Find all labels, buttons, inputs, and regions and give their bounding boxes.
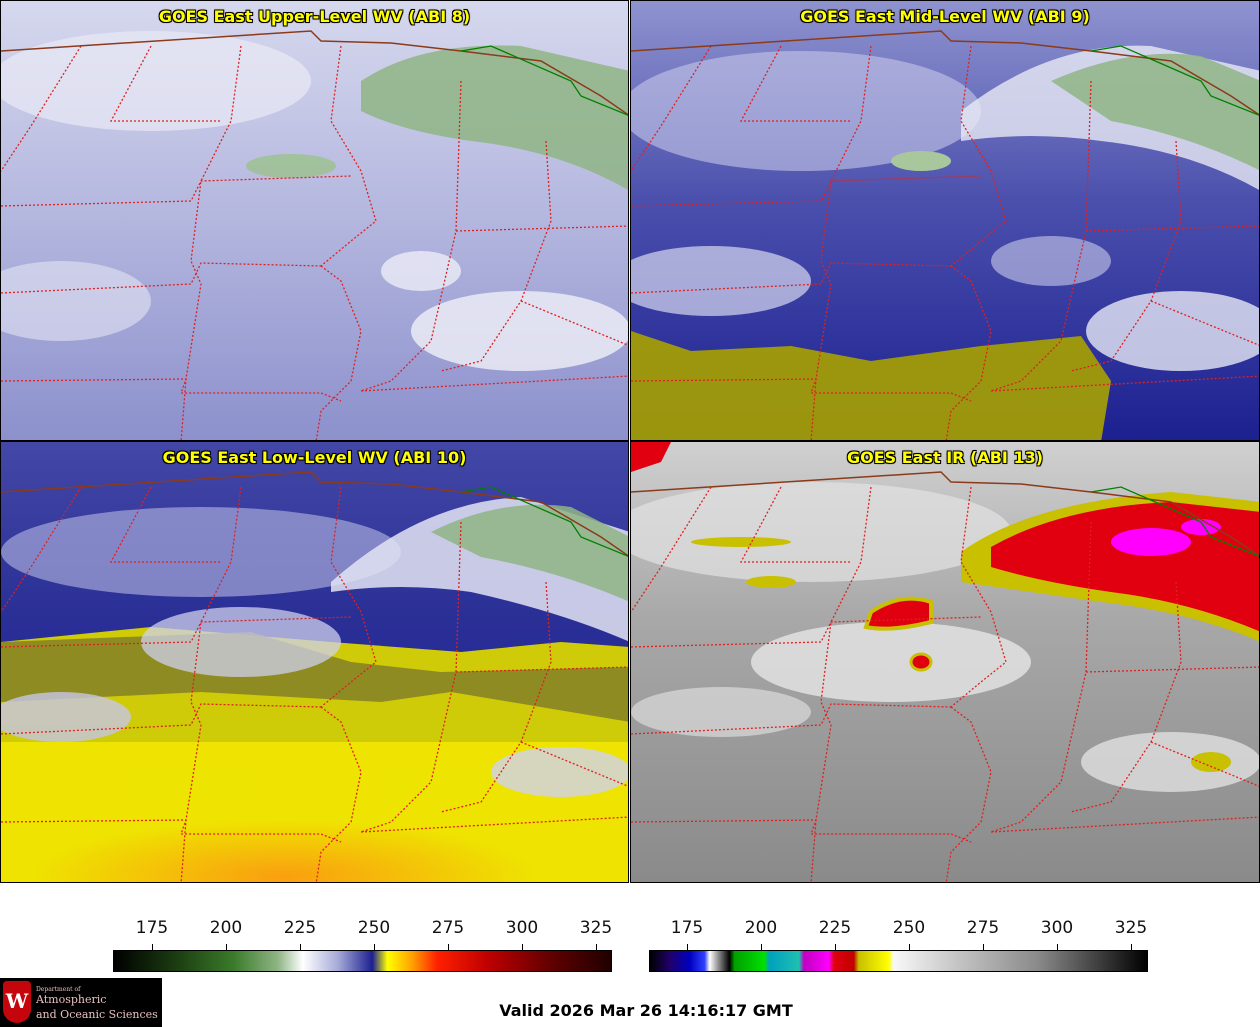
wv-tick-label: 300	[505, 918, 539, 938]
panel-title-upper-wv: GOES East Upper-Level WV (ABI 8)	[158, 7, 471, 26]
panel-title-mid-wv: GOES East Mid-Level WV (ABI 9)	[800, 7, 1090, 26]
ir-colorbar-ramp	[649, 950, 1148, 972]
panel-ir: GOES East IR (ABI 13)	[630, 441, 1260, 883]
logo-line-2: Atmospheric	[36, 993, 107, 1006]
ir-tick-label: 300	[1040, 918, 1074, 938]
dry-region	[361, 45, 628, 190]
ir-tick-label: 200	[744, 918, 778, 938]
ir-image	[631, 442, 1259, 882]
uw-crest-icon: W	[3, 981, 31, 1023]
panel-title-ir: GOES East IR (ABI 13)	[846, 448, 1044, 467]
low-wv-image	[1, 442, 628, 882]
ir-tick-label: 275	[966, 918, 1000, 938]
panel-low-wv: GOES East Low-Level WV (ABI 10)	[0, 441, 629, 883]
wv-tick-label: 200	[209, 918, 243, 938]
panel-title-low-wv: GOES East Low-Level WV (ABI 10)	[162, 448, 467, 467]
wv-colorbar-ramp	[113, 950, 612, 972]
ir-tick-label: 325	[1114, 918, 1148, 938]
valid-time: Valid 2026 Mar 26 14:16:17 GMT	[499, 1001, 793, 1020]
panel-mid-wv: GOES East Mid-Level WV (ABI 9)	[630, 0, 1260, 441]
cold-cloud-tops	[991, 502, 1259, 632]
wv-tick-label: 325	[579, 918, 613, 938]
ir-tick-label: 225	[818, 918, 852, 938]
panel-upper-wv: GOES East Upper-Level WV (ABI 8)	[0, 0, 629, 441]
wv-tick-label: 225	[283, 918, 317, 938]
dry-slot	[631, 331, 1111, 440]
logo-line-1: Department of	[36, 986, 81, 993]
wv-tick-label: 175	[135, 918, 169, 938]
logo-line-3: and Oceanic Sciences	[36, 1008, 158, 1021]
aos-logo: W Department of Atmospheric and Oceanic …	[0, 978, 162, 1027]
wv-tick-label: 275	[431, 918, 465, 938]
ir-tick-label: 175	[670, 918, 704, 938]
wv-tick-label: 250	[357, 918, 391, 938]
upper-wv-image	[1, 1, 628, 440]
mid-wv-image	[631, 1, 1259, 440]
ir-tick-label: 250	[892, 918, 926, 938]
